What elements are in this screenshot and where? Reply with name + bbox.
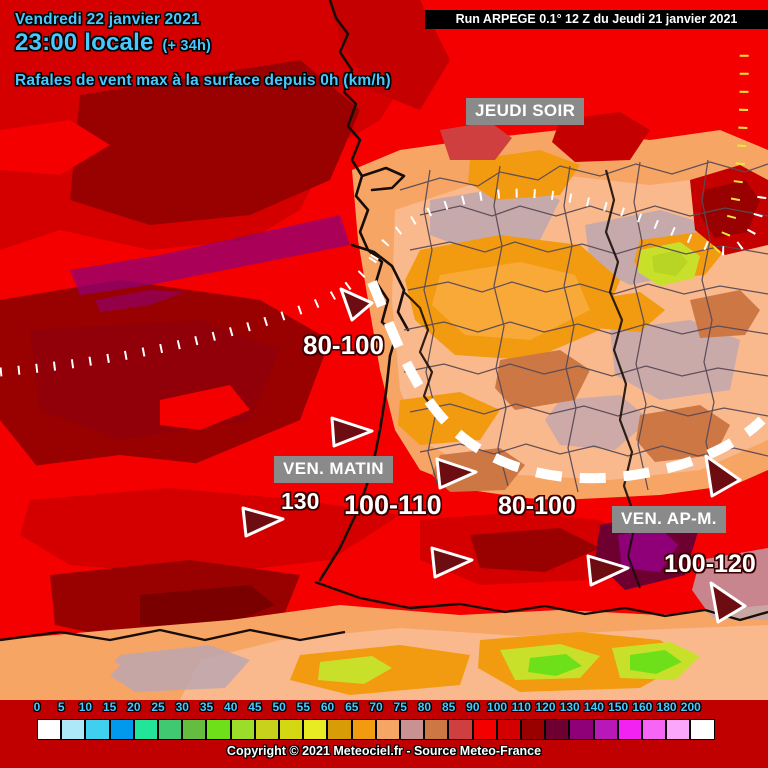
legend-color-bar — [37, 719, 715, 740]
legend-tick: 70 — [369, 700, 383, 714]
legend-tick: 15 — [102, 700, 117, 714]
legend-tick: 150 — [608, 700, 629, 714]
forecast-date-label: Vendredi 22 janvier 2021 — [15, 11, 200, 28]
legend-swatch — [666, 719, 691, 740]
legend-tick: 200 — [680, 700, 701, 714]
dotted-front-line-north — [370, 188, 767, 261]
legend-tick: 55 — [296, 700, 311, 714]
legend-swatch — [254, 719, 280, 740]
wind-arrow-icon — [430, 546, 474, 579]
forecast-time-label: 23:00 locale — [15, 29, 154, 56]
legend-swatch — [642, 719, 667, 740]
legend-swatch — [569, 719, 594, 740]
forecast-time-group: 23:00 locale (+ 34h) — [15, 31, 211, 55]
legend-tick: 180 — [656, 700, 677, 714]
color-scale-legend: 0 5 10 15 20 25 30 35 40 45 50 55 60 65 70 75 80 85 90 100 1… — [0, 700, 768, 740]
gust-value-label-130: 130 — [281, 488, 320, 514]
legend-swatch — [472, 719, 497, 740]
parameter-label: Rafales de vent max à la surface depuis … — [15, 72, 391, 89]
legend-tick: 130 — [559, 700, 580, 714]
legend-tick: 85 — [441, 700, 456, 714]
legend-tick: 65 — [345, 700, 359, 714]
legend-swatch — [690, 719, 715, 740]
dotted-front-line-west — [0, 255, 378, 377]
legend-swatch — [617, 719, 643, 740]
legend-swatch — [158, 719, 183, 740]
legend-tick: 25 — [151, 700, 165, 714]
legend-tick: 45 — [248, 700, 262, 714]
gust-value-label-south: 80-100 — [498, 492, 576, 520]
dotted-front-line-northeast — [712, 39, 749, 254]
wind-arrow-icon — [435, 457, 478, 490]
legend-tick: 90 — [466, 700, 480, 714]
legend-tick: 60 — [320, 700, 335, 714]
legend-swatch — [424, 719, 449, 740]
forecast-offset-label: (+ 34h) — [162, 38, 212, 54]
wind-arrow-icon — [704, 454, 742, 498]
legend-swatch — [230, 719, 255, 740]
legend-tick: 10 — [78, 700, 93, 714]
legend-swatch — [400, 719, 425, 740]
legend-tick: 120 — [535, 700, 556, 714]
legend-tick: 35 — [199, 700, 214, 714]
annotation-jeudi-soir: JEUDI SOIR — [466, 98, 585, 125]
legend-swatch — [182, 719, 207, 740]
gust-value-label-mediterranean: 100-120 — [664, 550, 756, 578]
gust-value-label-southwest: 100-110 — [344, 490, 442, 520]
legend-tick: 160 — [632, 700, 653, 714]
legend-swatch — [327, 719, 352, 740]
dashed-front-line-main — [367, 280, 766, 484]
model-run-bar: Run ARPEGE 0.1° 12 Z du Jeudi 21 janvier… — [425, 10, 768, 29]
legend-tick: 50 — [272, 700, 286, 714]
legend-tick: 110 — [511, 700, 531, 714]
wind-arrow-icon — [330, 416, 374, 448]
legend-tick: 20 — [127, 700, 141, 714]
legend-swatch — [37, 719, 62, 740]
legend-swatch — [375, 719, 401, 740]
copyright-label: Copyright © 2021 Meteociel.fr - Source M… — [226, 744, 542, 758]
annotation-ven-apm: VEN. AP-M. — [612, 506, 726, 533]
legend-tick: 140 — [583, 700, 604, 714]
legend-tick-row: 0 5 10 15 20 25 30 35 40 45 50 55 60 65 70 75 80 85 90 100 1… — [0, 700, 768, 718]
legend-swatch — [521, 719, 546, 740]
legend-tick: 75 — [393, 700, 407, 714]
gust-value-label-atlantic-coast: 80-100 — [303, 330, 384, 360]
wind-arrow-icon — [339, 287, 374, 322]
legend-tick: 30 — [175, 700, 189, 714]
legend-swatch — [133, 719, 159, 740]
legend-swatch — [303, 719, 328, 740]
legend-swatch — [496, 719, 522, 740]
model-run-label: Run ARPEGE 0.1° 12 Z du Jeudi 21 janvier… — [455, 12, 738, 26]
wind-arrow-group — [241, 287, 747, 624]
legend-swatch — [206, 719, 231, 740]
annotation-ven-matin: VEN. MATIN — [274, 456, 393, 483]
legend-swatch — [61, 719, 86, 740]
legend-swatch — [593, 719, 618, 740]
legend-swatch — [545, 719, 570, 740]
legend-swatch — [85, 719, 110, 740]
legend-tick: 40 — [224, 700, 238, 714]
legend-swatch — [448, 719, 473, 740]
legend-swatch — [279, 719, 304, 740]
legend-tick: 100 — [487, 700, 508, 714]
legend-tick: 80 — [417, 700, 432, 714]
wind-arrow-icon — [586, 554, 630, 587]
wind-arrow-icon — [709, 581, 747, 624]
legend-swatch — [109, 719, 134, 740]
legend-tick: 0 — [33, 700, 41, 714]
wind-arrow-icon — [241, 506, 285, 538]
legend-tick: 5 — [57, 700, 65, 714]
legend-swatch — [351, 719, 376, 740]
